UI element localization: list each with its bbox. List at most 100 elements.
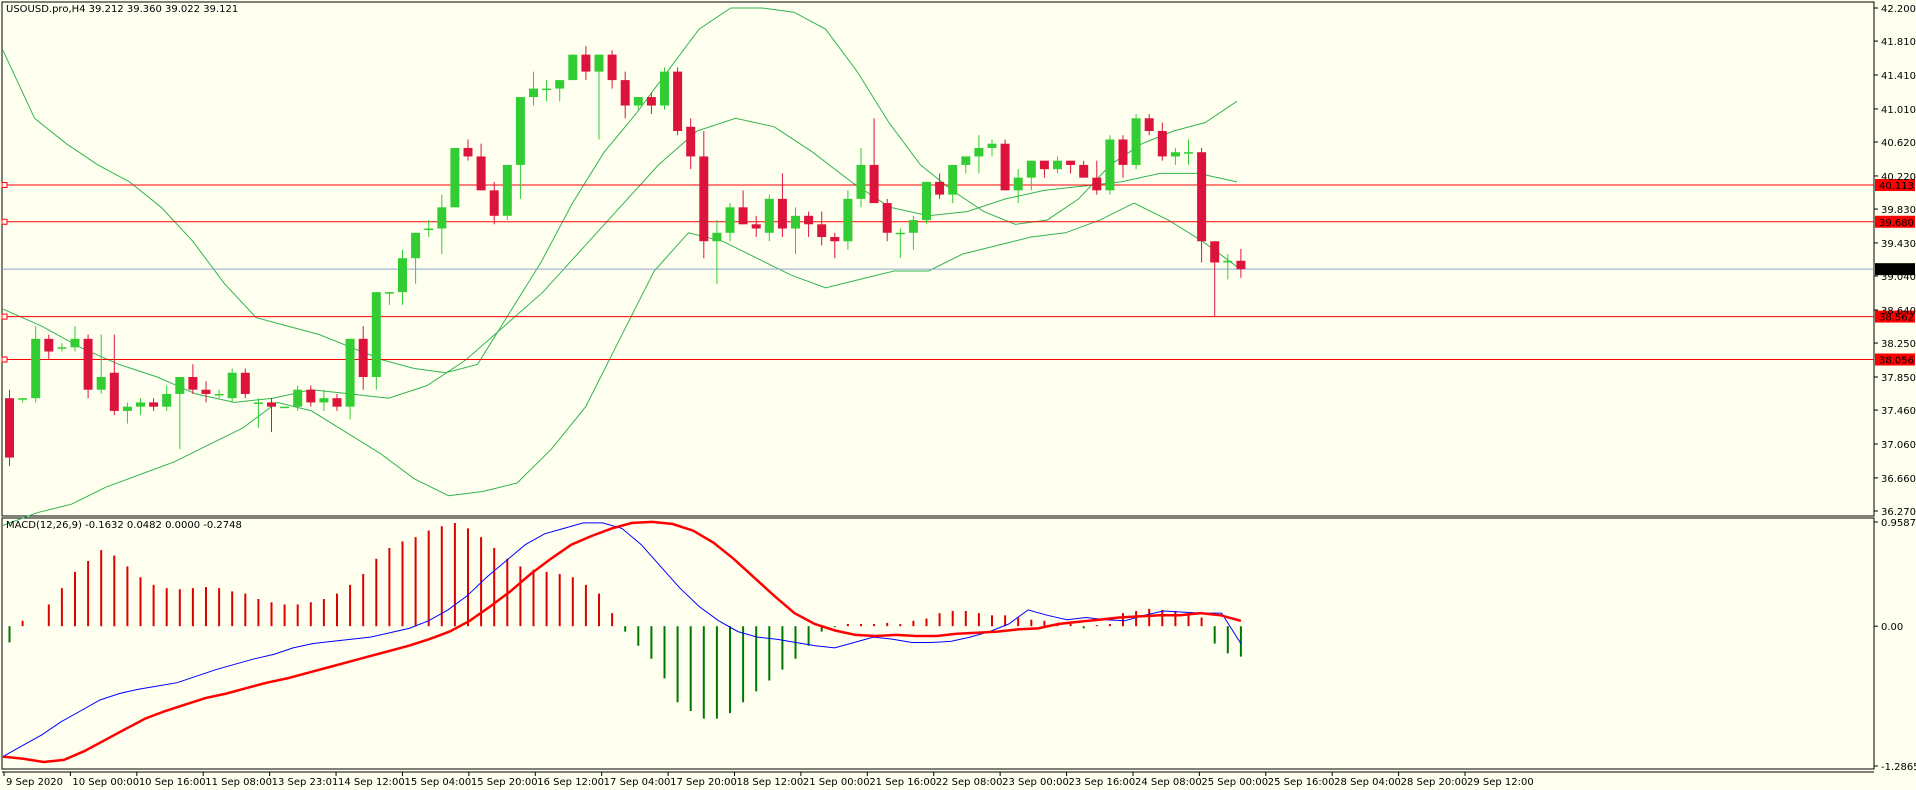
macd-line bbox=[2, 522, 1242, 758]
candle-body bbox=[358, 338, 368, 377]
x-tick-label: 14 Sep 12:00 bbox=[338, 777, 405, 788]
candle-body bbox=[961, 156, 971, 165]
candle-body bbox=[31, 338, 41, 399]
candle-body bbox=[1144, 118, 1154, 131]
hline-price-tag bbox=[1875, 310, 1915, 323]
candle-body bbox=[162, 393, 172, 407]
candle-body bbox=[1026, 160, 1036, 178]
current-price-label: 39.121 bbox=[1879, 265, 1914, 276]
candle-body bbox=[267, 402, 276, 407]
candle-body bbox=[293, 389, 303, 407]
candle-body bbox=[922, 181, 931, 221]
y-tick-label: 36.660 bbox=[1881, 474, 1916, 485]
candle-body bbox=[1236, 260, 1246, 270]
x-tick-label: 17 Sep 04:00 bbox=[604, 777, 671, 788]
hline-handle bbox=[1, 313, 8, 320]
horizontal-lines: 40.113 39.680 38.562 38.056 39.121 bbox=[1, 179, 1915, 367]
candle-body bbox=[489, 190, 499, 216]
candle-body bbox=[1013, 177, 1023, 191]
candle-body bbox=[686, 126, 696, 157]
chart-title: USOUSD.pro,H4 39.212 39.360 39.022 39.12… bbox=[6, 4, 238, 15]
x-tick-label: 24 Sep 08:00 bbox=[1135, 777, 1202, 788]
candle-body bbox=[83, 338, 93, 390]
candle-body bbox=[57, 347, 67, 349]
candle-body bbox=[306, 389, 316, 403]
candle-body bbox=[463, 147, 473, 157]
candle-body bbox=[568, 54, 578, 81]
candle-body bbox=[96, 376, 106, 390]
candle-body bbox=[109, 372, 119, 411]
macd-title: MACD(12,26,9) -0.1632 0.0482 0.0000 -0.2… bbox=[6, 520, 242, 531]
candle-body bbox=[699, 156, 709, 242]
candle-body bbox=[869, 164, 879, 204]
hline-handle bbox=[1, 356, 8, 363]
candle-body bbox=[1053, 160, 1062, 170]
candle-body bbox=[1184, 152, 1193, 154]
candle-body bbox=[384, 292, 394, 294]
hline-handle bbox=[1, 182, 8, 189]
x-tick-label: 18 Sep 12:00 bbox=[737, 777, 804, 788]
x-tick-label: 21 Sep 16:00 bbox=[869, 777, 936, 788]
hline-handle bbox=[1, 218, 8, 225]
candle-body bbox=[450, 147, 460, 208]
candle-body bbox=[1131, 118, 1141, 165]
candle-body bbox=[201, 389, 211, 394]
macd-y-tick-label: -1.2865 bbox=[1881, 762, 1916, 773]
candle-body bbox=[1170, 152, 1180, 157]
candle-body bbox=[175, 376, 185, 394]
candle-body bbox=[253, 402, 263, 404]
candle-body bbox=[804, 215, 814, 225]
candle-body bbox=[555, 80, 565, 89]
x-tick-label: 17 Sep 20:00 bbox=[670, 777, 737, 788]
hline-label: 40.113 bbox=[1879, 181, 1914, 192]
y-tick-label: 40.620 bbox=[1881, 138, 1916, 149]
x-tick-label: 29 Sep 12:00 bbox=[1467, 777, 1534, 788]
bollinger-bands bbox=[2, 7, 1238, 526]
y-tick-label: 38.250 bbox=[1881, 339, 1916, 350]
candle-body bbox=[1079, 164, 1089, 178]
main-pane-frame bbox=[1, 1, 1875, 517]
candle-body bbox=[1210, 241, 1220, 263]
bollinger-lower-line bbox=[2, 202, 1238, 526]
candle-body bbox=[371, 292, 381, 377]
candle-body bbox=[1105, 139, 1115, 191]
candle-body bbox=[424, 228, 434, 231]
y-tick-label: 39.830 bbox=[1881, 205, 1916, 216]
candle-body bbox=[398, 258, 407, 293]
candle-body bbox=[214, 393, 224, 396]
macd-pane-frame bbox=[1, 517, 1875, 770]
candle-body bbox=[751, 224, 761, 229]
candle-body bbox=[149, 402, 159, 407]
y-tick-label: 41.810 bbox=[1881, 37, 1916, 48]
candle-body bbox=[895, 232, 905, 235]
x-tick-label: 10 Sep 00:00 bbox=[72, 777, 139, 788]
candle-body bbox=[70, 338, 80, 348]
candle-body bbox=[319, 398, 329, 403]
candle-body bbox=[660, 71, 669, 106]
candle-body bbox=[1092, 177, 1102, 191]
hline-price-tag bbox=[1875, 179, 1915, 192]
candle-body bbox=[502, 164, 512, 216]
y-tick-label: 36.270 bbox=[1881, 507, 1916, 518]
candle-body bbox=[280, 406, 290, 409]
x-tick-label: 25 Sep 16:00 bbox=[1268, 777, 1335, 788]
y-tick-label: 37.060 bbox=[1881, 440, 1916, 451]
candle-body bbox=[1000, 143, 1010, 191]
candle-body bbox=[1157, 130, 1167, 157]
candle-body bbox=[830, 237, 840, 242]
candle-body bbox=[122, 406, 132, 411]
hline-price-tag bbox=[1875, 215, 1915, 228]
candle-body bbox=[882, 203, 892, 233]
candle-body bbox=[240, 372, 250, 394]
time-axis: 9 Sep 2020 10 Sep 00:00 10 Sep 16:00 11 Sep… bbox=[3, 772, 1534, 788]
candle-body bbox=[777, 198, 787, 229]
hline-label: 38.056 bbox=[1879, 356, 1914, 367]
candle-body bbox=[948, 164, 958, 195]
hline-label: 39.680 bbox=[1879, 218, 1914, 229]
candle-body bbox=[620, 80, 630, 106]
x-tick-label: 21 Sep 00:00 bbox=[803, 777, 870, 788]
x-tick-label: 28 Sep 20:00 bbox=[1401, 777, 1468, 788]
candle-body bbox=[738, 207, 748, 225]
